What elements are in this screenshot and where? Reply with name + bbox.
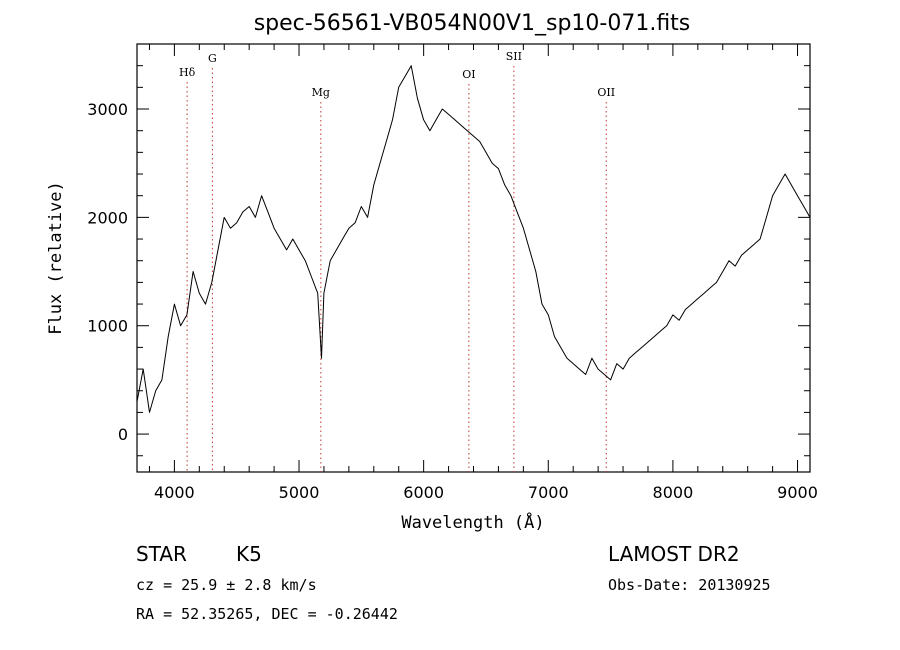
x-tick-label: 9000 [777,483,818,502]
x-tick-label: 4000 [154,483,195,502]
obs-date-text: Obs-Date: 20130925 [608,576,771,594]
x-tick-label: 7000 [528,483,569,502]
spectrum-line [136,65,811,413]
plot-frame [136,43,811,473]
line-marker-label: OII [597,86,615,99]
x-tick-label: 6000 [403,483,444,502]
line-marker-label: OI [462,68,475,81]
y-tick-label: 2000 [87,208,128,227]
coords-text: RA = 52.35265, DEC = -0.26442 [136,605,398,623]
y-tick-label: 1000 [87,317,128,336]
axis-ticks: 4000 5000 6000 7000 8000 9000 0 1000 2000 3000 [87,44,818,502]
object-subclass: K5 [236,542,262,566]
y-tick-label: 3000 [87,100,128,119]
survey-label: LAMOST DR2 [608,542,740,566]
plot-area: Hδ G Mg OI SII OII 4000 5000 6000 7000 8000 9000 0 1… [87,43,818,502]
info-block: STAR K5 LAMOST DR2 cz = 25.9 ± 2.8 km/s … [136,542,771,623]
object-class: STAR [136,542,187,566]
line-marker-label: Mg [312,86,330,99]
x-tick-label: 8000 [653,483,694,502]
x-axis-label: Wavelength (Å) [401,511,544,533]
x-tick-label: 5000 [279,483,320,502]
y-tick-label: 0 [118,425,128,444]
redshift-text: cz = 25.9 ± 2.8 km/s [136,576,317,594]
y-axis-label: Flux (relative) [46,181,66,335]
line-marker-label: SII [506,50,522,63]
line-marker-label: G [208,52,217,65]
line-marker-label: Hδ [179,66,196,79]
line-markers: Hδ G Mg OI SII OII [179,50,615,472]
chart-title: spec-56561-VB054N00V1_sp10-071.fits [254,11,691,36]
